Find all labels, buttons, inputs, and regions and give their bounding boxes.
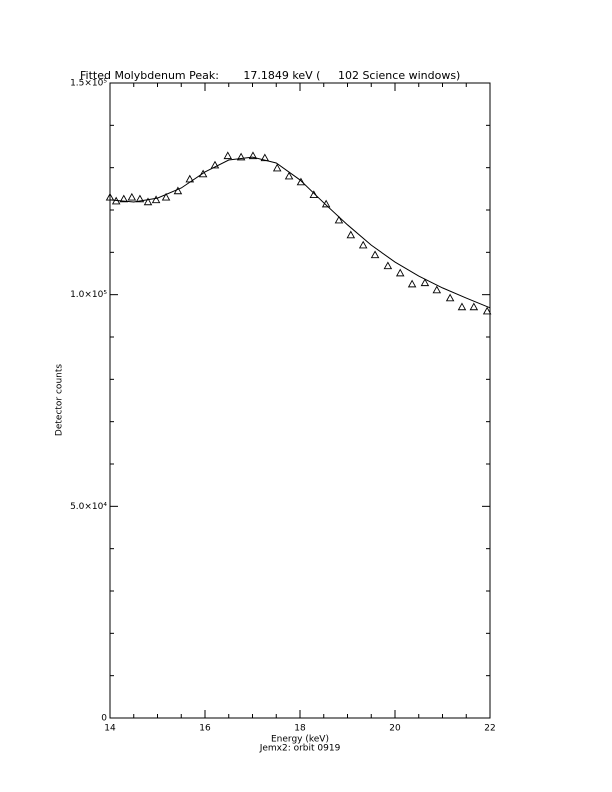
data-point <box>135 194 145 203</box>
data-point <box>260 153 270 162</box>
data-point <box>334 215 344 224</box>
data-point <box>272 163 282 172</box>
data-point <box>482 306 492 315</box>
y-tick-label: 1.0×10⁵ <box>70 290 107 300</box>
data-point <box>143 197 153 206</box>
subtitle: Jemx2: orbit 0919 <box>259 744 341 754</box>
data-point <box>445 293 455 302</box>
data-point <box>161 192 171 201</box>
x-tick-label: 20 <box>389 724 401 734</box>
data-point <box>105 192 115 201</box>
data-point <box>469 302 479 311</box>
data-point <box>210 160 220 169</box>
data-point <box>383 261 393 270</box>
x-tick-label: 18 <box>294 724 306 734</box>
x-tick-label: 16 <box>199 724 211 734</box>
data-point <box>358 240 368 249</box>
data-point <box>248 151 258 160</box>
data-point <box>119 194 129 203</box>
y-tick-label: 0 <box>101 714 107 724</box>
data-point <box>173 186 183 195</box>
data-point <box>407 279 417 288</box>
data-point <box>151 195 161 204</box>
data-point <box>185 174 195 183</box>
data-point <box>236 152 246 161</box>
data-point <box>198 169 208 178</box>
data-point <box>127 192 137 201</box>
chart-title: Fitted Molybdenum Peak: 17.1849 keV ( 10… <box>80 69 460 82</box>
data-point <box>296 177 306 186</box>
data-point <box>420 278 430 287</box>
data-point <box>223 151 233 160</box>
data-point <box>321 199 331 208</box>
x-tick-label: 22 <box>484 724 495 734</box>
data-point <box>395 268 405 277</box>
data-point <box>284 171 294 180</box>
x-tick-label: 14 <box>104 724 116 734</box>
y-axis-label: Detector counts <box>55 364 65 436</box>
data-point <box>309 190 319 199</box>
data-point <box>457 302 467 311</box>
data-point <box>432 285 442 294</box>
data-point <box>346 230 356 239</box>
y-tick-label: 1.5×10⁵ <box>70 79 107 89</box>
data-point <box>111 196 121 205</box>
data-point <box>370 250 380 259</box>
x-axis-label: Energy (keV) <box>271 735 329 745</box>
y-tick-label: 5.0×10⁴ <box>70 502 107 512</box>
